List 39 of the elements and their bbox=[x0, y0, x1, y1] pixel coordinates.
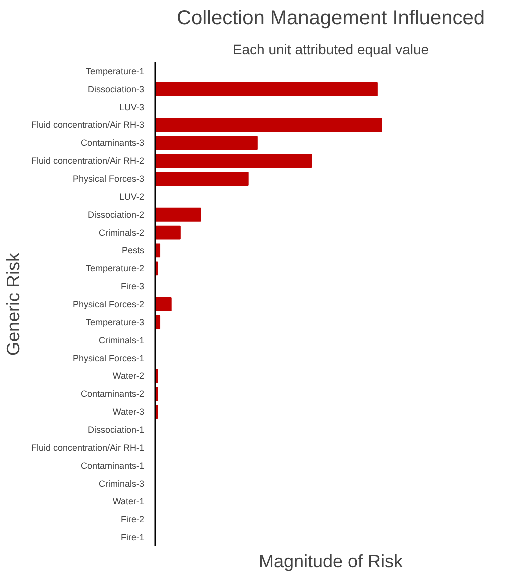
y-tick-label: Fluid concentration/Air RH-2 bbox=[31, 156, 144, 166]
y-tick-label: Fire-1 bbox=[121, 532, 145, 543]
y-tick-label: Dissociation-2 bbox=[88, 210, 145, 220]
x-axis-title: Magnitude of Risk bbox=[258, 552, 404, 572]
y-tick-label: LUV-3 bbox=[119, 102, 144, 112]
y-tick-label: Dissociation-1 bbox=[88, 424, 145, 435]
y-tick-label: Fluid concentration/Air RH-1 bbox=[31, 442, 144, 453]
y-tick-label: Temperature-2 bbox=[86, 264, 145, 274]
y-tick-label: Fluid concentration/Air RH-3 bbox=[31, 120, 144, 130]
y-tick-label: Contaminants-1 bbox=[80, 460, 145, 471]
bar bbox=[156, 82, 378, 96]
bar bbox=[156, 298, 172, 312]
y-tick-label: Contaminants-2 bbox=[80, 389, 145, 400]
y-tick-label: Temperature-3 bbox=[86, 317, 145, 328]
y-tick-label: Criminals-2 bbox=[98, 228, 145, 238]
y-tick-label: Fire-2 bbox=[121, 514, 145, 525]
y-tick-label: Contaminants-3 bbox=[80, 138, 145, 148]
bar bbox=[156, 172, 249, 186]
y-tick-label: Temperature-1 bbox=[86, 66, 145, 76]
chart-title: Collection Management Influenced bbox=[177, 8, 485, 30]
bar bbox=[156, 226, 181, 240]
bar bbox=[156, 208, 202, 222]
bar bbox=[156, 154, 312, 168]
y-tick-label: Criminals-1 bbox=[98, 335, 145, 346]
y-tick-label: Physical Forces-1 bbox=[72, 353, 145, 364]
y-tick-label: Water-2 bbox=[112, 371, 144, 382]
y-tick-label: Water-1 bbox=[112, 496, 144, 507]
bar bbox=[156, 118, 382, 132]
chart-subtitle: Each unit attributed equal value bbox=[232, 42, 430, 58]
y-tick-label: Dissociation-3 bbox=[88, 84, 145, 94]
y-tick-label: LUV-2 bbox=[119, 192, 144, 202]
y-tick-label: Physical Forces-3 bbox=[72, 174, 145, 184]
y-tick-label: Water-3 bbox=[112, 407, 144, 418]
y-tick-label: Criminals-3 bbox=[98, 478, 145, 489]
bar bbox=[156, 136, 258, 150]
y-tick-label: Pests bbox=[122, 246, 145, 256]
y-tick-label: Physical Forces-2 bbox=[72, 300, 145, 310]
y-tick-label: Fire-3 bbox=[121, 282, 145, 292]
y-axis-title: Generic Risk bbox=[3, 252, 24, 356]
